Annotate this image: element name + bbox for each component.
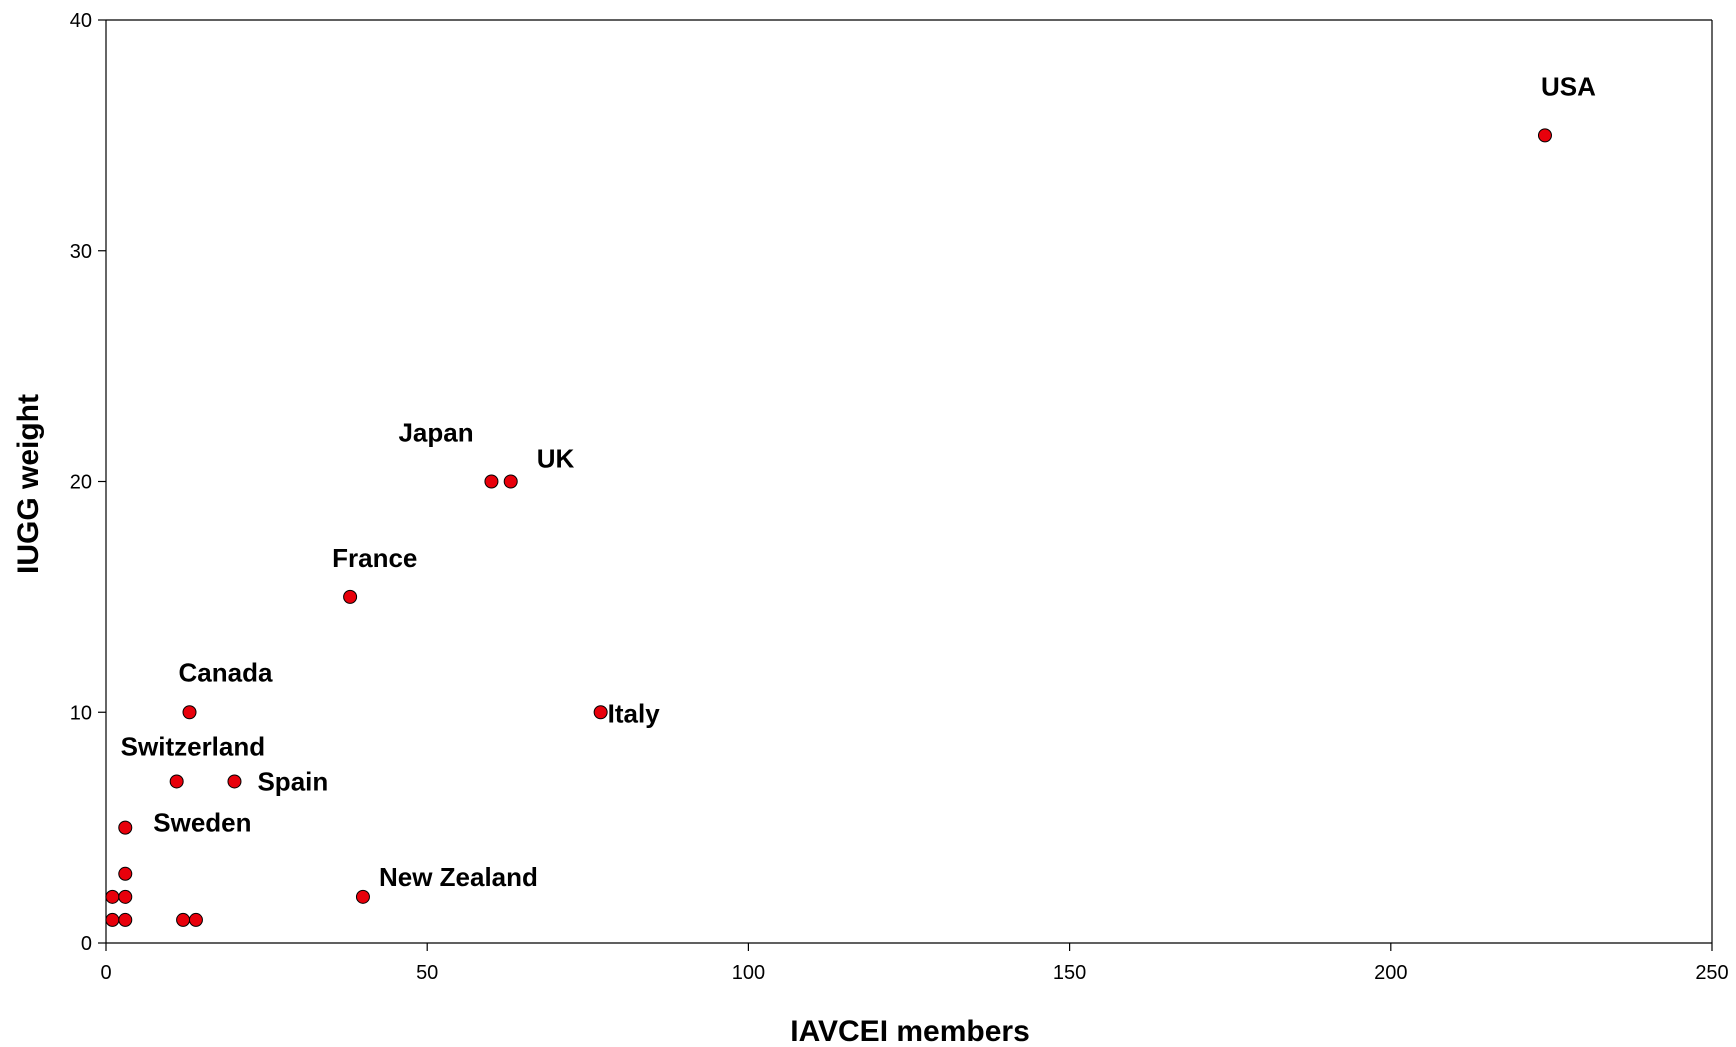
point-label-uk: UK xyxy=(537,444,575,474)
point-label-new-zealand: New Zealand xyxy=(379,862,538,892)
data-point-japan xyxy=(484,474,499,489)
data-point-usa xyxy=(1537,128,1552,143)
data-point xyxy=(118,912,133,927)
data-point xyxy=(176,912,191,927)
y-tick-label: 40 xyxy=(70,10,92,32)
data-point xyxy=(118,889,133,904)
data-point xyxy=(105,912,120,927)
data-point-spain xyxy=(227,774,242,789)
data-point-italy xyxy=(593,705,608,720)
data-point xyxy=(105,889,120,904)
x-tick-label: 200 xyxy=(1374,962,1407,984)
y-axis-title: IUGG weight xyxy=(12,394,45,574)
point-label-italy: Italy xyxy=(608,698,661,728)
data-point-uk xyxy=(503,474,518,489)
data-point-canada xyxy=(182,705,197,720)
point-label-france: France xyxy=(332,543,417,573)
point-labels: USA Japan UK France Canada Italy Switzerland Sp… xyxy=(121,71,1596,891)
y-tick-label: 0 xyxy=(81,933,92,955)
x-tick-label: 0 xyxy=(100,962,111,984)
x-axis-title: IAVCEI members xyxy=(790,1015,1030,1047)
data-point xyxy=(188,912,203,927)
x-tick-label: 150 xyxy=(1053,962,1086,984)
point-label-canada: Canada xyxy=(179,657,273,687)
x-tick-label: 100 xyxy=(732,962,765,984)
data-point xyxy=(118,866,133,881)
x-tick-label: 50 xyxy=(416,962,438,984)
data-points xyxy=(105,128,1552,927)
data-point-new-zealand xyxy=(355,889,370,904)
point-label-japan: Japan xyxy=(398,418,473,448)
data-point-france xyxy=(343,589,358,604)
y-tick-label: 30 xyxy=(70,241,92,263)
data-point-switzerland xyxy=(169,774,184,789)
point-label-spain: Spain xyxy=(257,766,328,796)
point-label-switzerland: Switzerland xyxy=(121,731,265,761)
tick-labels: 0 50 100 150 200 250 0 10 20 30 40 xyxy=(70,10,1729,984)
y-tick-label: 20 xyxy=(70,472,92,494)
point-label-sweden: Sweden xyxy=(153,808,251,838)
axes xyxy=(105,19,1713,944)
point-label-usa: USA xyxy=(1541,71,1596,101)
data-point-sweden xyxy=(118,820,133,835)
x-tick-label: 250 xyxy=(1695,962,1728,984)
y-tick-label: 10 xyxy=(70,702,92,724)
